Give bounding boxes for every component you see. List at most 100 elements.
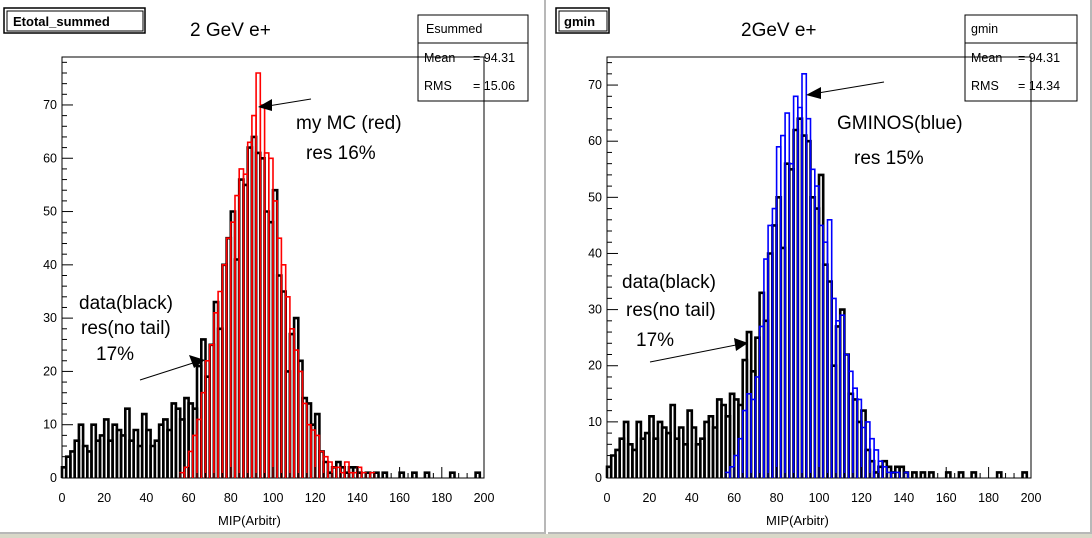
histogram-bin [911, 471, 918, 478]
x-axis-title: MIP(Arbitr) [766, 513, 829, 528]
data-annotation-line2: res(no tail) [81, 318, 171, 339]
mc-annotation-line1: my MC (red) [296, 113, 402, 134]
histogram-name-tab-inner [558, 10, 608, 32]
stats-mean-value: = 94.31 [473, 51, 515, 65]
x-tick-label: 200 [474, 491, 495, 505]
histogram-name-label: gmin [564, 14, 595, 29]
arrow-data [649, 338, 748, 363]
y-tick-label: 60 [43, 151, 57, 165]
x-tick-label: 80 [770, 491, 784, 505]
axes-group: 0 20 40 60 80 100 120 140 160 180 200 0 10 20 30 40 50 60… [588, 62, 1042, 505]
data-annotation-line3: 17% [636, 330, 674, 351]
y-tick-label: 0 [595, 471, 602, 485]
y-tick-label: 30 [588, 303, 602, 317]
x-tick-label: 120 [305, 491, 326, 505]
histogram-bin [448, 471, 456, 478]
data-annotation-line3: 17% [96, 344, 134, 365]
x-tick-label: 200 [1021, 491, 1042, 505]
stats-mean-label: Mean [424, 51, 455, 65]
y-tick-label: 0 [50, 471, 57, 485]
stats-box[interactable]: Esummed Mean = 94.31 RMS = 15.06 [417, 14, 529, 102]
stats-mean-value: = 94.31 [1018, 51, 1060, 65]
stats-name: Esummed [426, 22, 482, 36]
x-tick-label: 160 [389, 491, 410, 505]
histogram-bin [411, 471, 418, 478]
mc-annotation-line2: res 16% [306, 143, 376, 164]
y-tick-label: 40 [588, 246, 602, 260]
histogram-title: 2GeV e+ [741, 20, 817, 41]
data-annotation-line1: data(black) [79, 293, 173, 314]
x-tick-label: 40 [139, 491, 153, 505]
x-tick-label: 180 [978, 491, 999, 505]
histogram-bin [919, 471, 927, 478]
arrow-mc [806, 81, 885, 99]
stats-box[interactable]: gmin Mean = 94.31 RMS = 14.34 [964, 14, 1078, 102]
histogram-bin [360, 471, 367, 478]
histogram-bin [343, 461, 350, 478]
histogram-bin [369, 471, 376, 478]
x-tick-label: 160 [936, 491, 957, 505]
stats-name: gmin [971, 22, 998, 36]
y-tick-label: 20 [588, 359, 602, 373]
y-tick-label: 70 [43, 98, 57, 112]
histogram-title: 2 GeV e+ [190, 20, 271, 41]
stats-rms-label: RMS [971, 79, 999, 93]
canvas-pad-right[interactable]: gmin 2GeV e+ gmin Mean = 94.31 RMS = 14.… [548, 0, 1092, 534]
histogram-series-group [60, 72, 482, 478]
canvas-pad-left[interactable]: Etotal_summed 2 GeV e+ Esummed Mean = 94… [0, 0, 546, 534]
histogram-name-tab-inner [6, 10, 144, 32]
y-tick-label: 50 [588, 190, 602, 204]
series-data [605, 117, 1029, 478]
x-tick-label: 120 [851, 491, 872, 505]
mc-annotation-line2: res 15% [854, 148, 924, 169]
histogram-bin [995, 471, 1003, 478]
histogram-name-tab[interactable] [3, 7, 146, 34]
x-tick-label: 100 [809, 491, 830, 505]
histogram-bin [1021, 471, 1029, 478]
series-mc [724, 73, 909, 478]
x-tick-label: 0 [59, 491, 66, 505]
y-tick-label: 20 [43, 364, 57, 378]
series-mc [179, 72, 376, 478]
histogram-name-label: Etotal_summed [13, 14, 110, 29]
y-tick-label: 60 [588, 134, 602, 148]
x-tick-label: 60 [182, 491, 196, 505]
x-tick-label: 40 [685, 491, 699, 505]
histogram-bin [927, 471, 935, 478]
arrow-mc [258, 98, 312, 111]
histogram-right: gmin 2GeV e+ gmin Mean = 94.31 RMS = 14.… [555, 7, 1078, 528]
x-tick-label: 100 [263, 491, 284, 505]
histogram-bin [398, 471, 406, 478]
histogram-bin [423, 471, 431, 478]
y-tick-label: 50 [43, 205, 57, 219]
x-tick-label: 60 [727, 491, 741, 505]
y-tick-label: 10 [43, 418, 57, 432]
x-tick-label: 140 [347, 491, 368, 505]
x-tick-label: 0 [604, 491, 611, 505]
x-tick-label: 180 [431, 491, 452, 505]
histogram-series-group [605, 73, 1029, 478]
bottom-border-strip [0, 534, 1092, 538]
y-tick-label: 70 [588, 78, 602, 92]
mc-annotation-line1: GMINOS(blue) [837, 113, 963, 134]
histogram-name-tab[interactable] [555, 7, 610, 34]
x-tick-label: 80 [224, 491, 238, 505]
x-axis-title: MIP(Arbitr) [218, 513, 281, 528]
stats-rms-value: = 14.34 [1018, 79, 1060, 93]
x-tick-label: 20 [642, 491, 656, 505]
data-annotation-line2: res(no tail) [626, 300, 716, 321]
arrow-data [139, 355, 205, 381]
y-tick-label: 40 [43, 258, 57, 272]
data-annotation-line1: data(black) [622, 272, 716, 293]
stats-rms-label: RMS [424, 79, 452, 93]
stats-rms-value: = 15.06 [473, 79, 515, 93]
y-tick-label: 10 [588, 415, 602, 429]
x-tick-label: 20 [97, 491, 111, 505]
histogram-bin [894, 471, 901, 478]
axes-group: 0 20 40 60 80 100 120 140 160 180 200 0 10 20 30 40 50 60… [43, 61, 495, 505]
histogram-left: Etotal_summed 2 GeV e+ Esummed Mean = 94… [3, 7, 529, 528]
y-tick-label: 30 [43, 311, 57, 325]
histogram-bin [957, 471, 965, 478]
histogram-bin [970, 471, 978, 478]
histogram-bin [944, 471, 952, 478]
